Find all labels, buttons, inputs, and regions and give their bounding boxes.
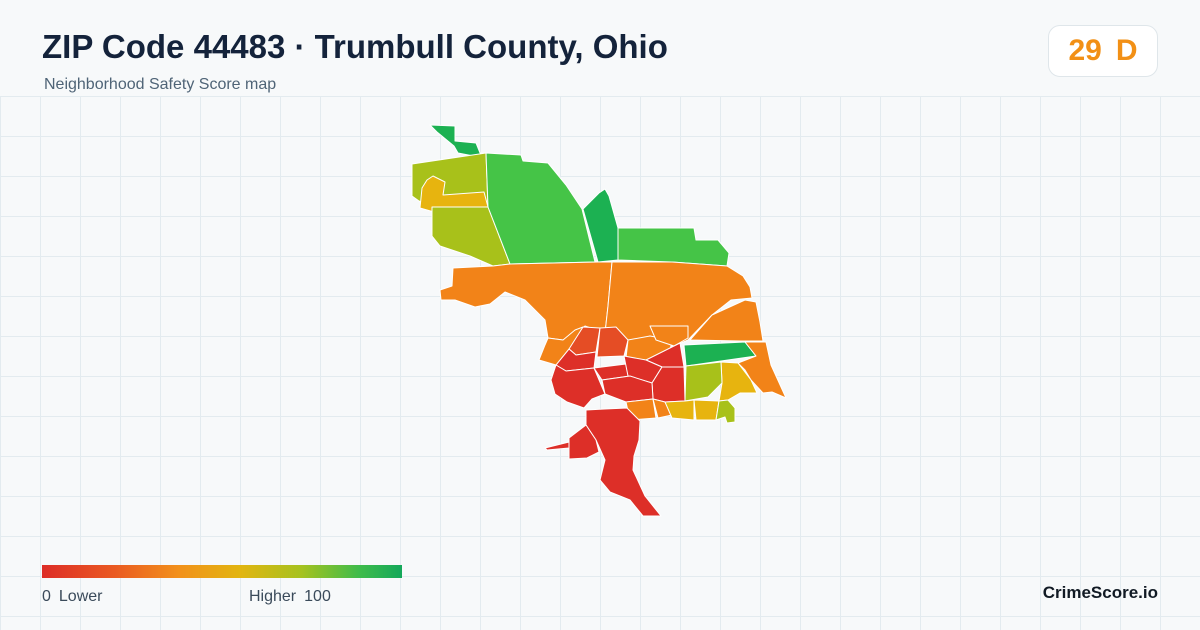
map-region-core-upper-east[interactable] [649, 325, 689, 347]
map-region-northwest-pocket[interactable] [419, 175, 489, 213]
map-region-southeast-orange[interactable] [737, 341, 787, 399]
map-region-south-strip-2[interactable] [664, 399, 695, 421]
legend-max-text: Higher [249, 588, 297, 605]
legend-min-value: 0 [42, 588, 51, 605]
legend-min-text: Lower [58, 588, 103, 605]
map-region-south-tail[interactable] [585, 407, 662, 517]
map-region-northeast[interactable] [617, 227, 730, 267]
legend-gradient-bar [42, 565, 402, 578]
page-subtitle: Neighborhood Safety Score map [44, 76, 277, 93]
map-region-south-strip-4[interactable] [715, 399, 736, 424]
map-region-southwest-red[interactable] [550, 364, 606, 409]
score-badge: 29 D [1048, 25, 1158, 77]
map-region-far-north[interactable] [429, 124, 487, 159]
map-grid-background [0, 96, 1200, 630]
brand-logo-text[interactable]: CrimeScore.io [1042, 583, 1158, 602]
map-region-east-wedge[interactable] [689, 299, 764, 342]
map-region-southeast-lime[interactable] [684, 361, 723, 402]
legend-max-value: 100 [304, 588, 331, 605]
map-region-south-tail-sliver[interactable] [544, 441, 570, 451]
map-region-southeast-yellow[interactable] [718, 361, 758, 402]
map-region-core-center-north[interactable] [596, 326, 629, 358]
score-grade: D [1115, 34, 1138, 67]
legend-lower-label: 0 Lower [42, 588, 102, 606]
map-region-south-tail-west[interactable] [568, 424, 600, 460]
legend-higher-label: Higher 100 [249, 588, 331, 606]
map-region-south-strip-3[interactable] [693, 399, 720, 421]
score-value: 29 [1068, 34, 1102, 67]
page-title: ZIP Code 44483 · Trumbull County, Ohio [42, 28, 668, 65]
map-region-north-central[interactable] [485, 152, 596, 265]
